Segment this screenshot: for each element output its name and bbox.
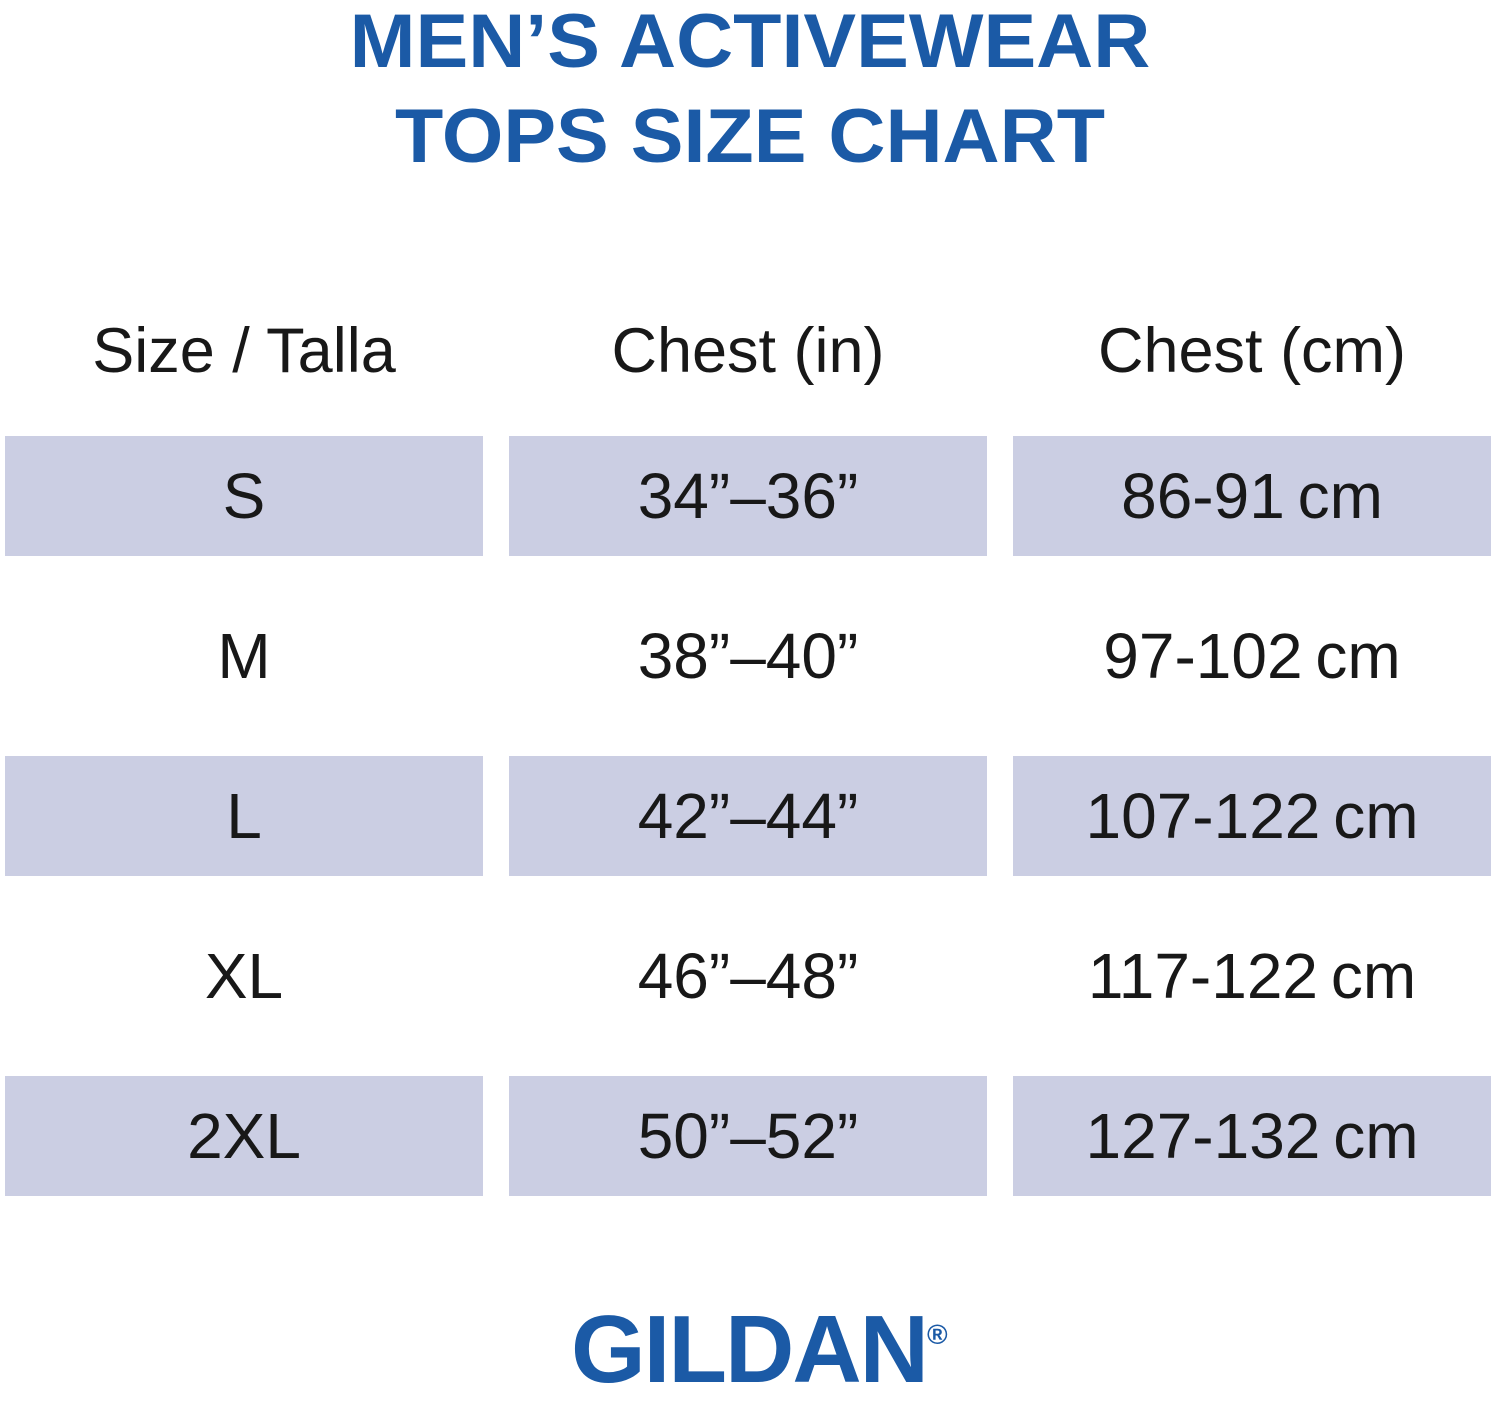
svg-text:GILDAN®: GILDAN®: [571, 1304, 948, 1403]
